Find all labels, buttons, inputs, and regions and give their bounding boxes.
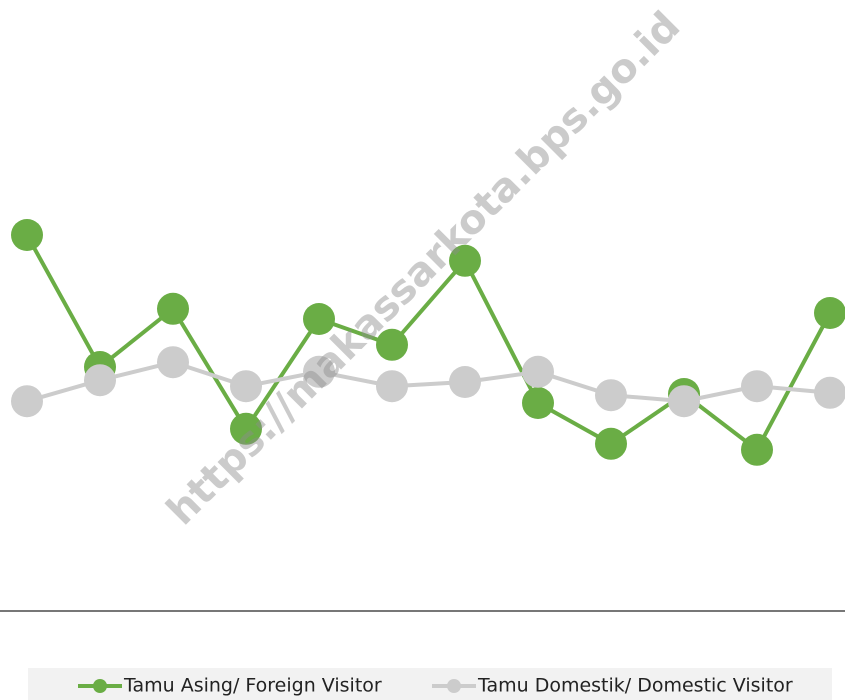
point [303, 355, 335, 388]
point [11, 219, 43, 251]
point [595, 379, 627, 412]
legend-label: Tamu Domestik/ Domestic Visitor [477, 675, 793, 697]
point [303, 303, 335, 335]
point [522, 387, 554, 419]
point [741, 433, 773, 466]
point [522, 355, 554, 388]
point [157, 346, 189, 379]
point [376, 328, 408, 361]
legend-marker [447, 679, 461, 693]
point [741, 370, 773, 403]
point [376, 370, 408, 403]
series-line [26, 360, 831, 404]
point [230, 370, 262, 403]
point [11, 385, 43, 418]
point [230, 412, 262, 445]
point [595, 427, 627, 460]
point [157, 292, 189, 325]
legend-box [28, 668, 832, 700]
legend-label: Tamu Asing/ Foreign Visitor [123, 675, 382, 697]
point [814, 297, 845, 329]
point [814, 376, 845, 409]
point [449, 244, 481, 277]
point [84, 364, 116, 397]
point [668, 385, 700, 418]
point [449, 366, 481, 398]
legend-marker [93, 679, 107, 693]
